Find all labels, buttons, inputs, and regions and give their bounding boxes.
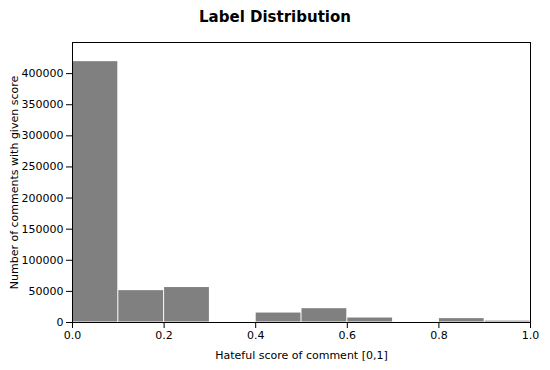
svg-text:0.8: 0.8 [430,329,448,342]
svg-text:Number of comments with given: Number of comments with given score [8,76,21,290]
svg-text:250000: 250000 [22,160,64,173]
svg-text:0.6: 0.6 [339,329,357,342]
svg-text:150000: 150000 [22,223,64,236]
svg-text:200000: 200000 [22,192,64,205]
svg-text:0.2: 0.2 [155,329,173,342]
svg-text:400000: 400000 [22,67,64,80]
svg-text:300000: 300000 [22,129,64,142]
html-text:Label Distribution: Label Distribution [199,8,351,26]
svg-text:1.0: 1.0 [522,329,540,342]
svg-text:0: 0 [57,316,64,329]
svg-text:0.0: 0.0 [64,329,82,342]
svg-text:350000: 350000 [22,98,64,111]
svg-text:0.4: 0.4 [247,329,265,342]
svg-text:50000: 50000 [29,285,64,298]
svg-text:100000: 100000 [22,254,64,267]
svg-text:Hateful score of comment [0,1]: Hateful score of comment [0,1] [215,349,387,362]
